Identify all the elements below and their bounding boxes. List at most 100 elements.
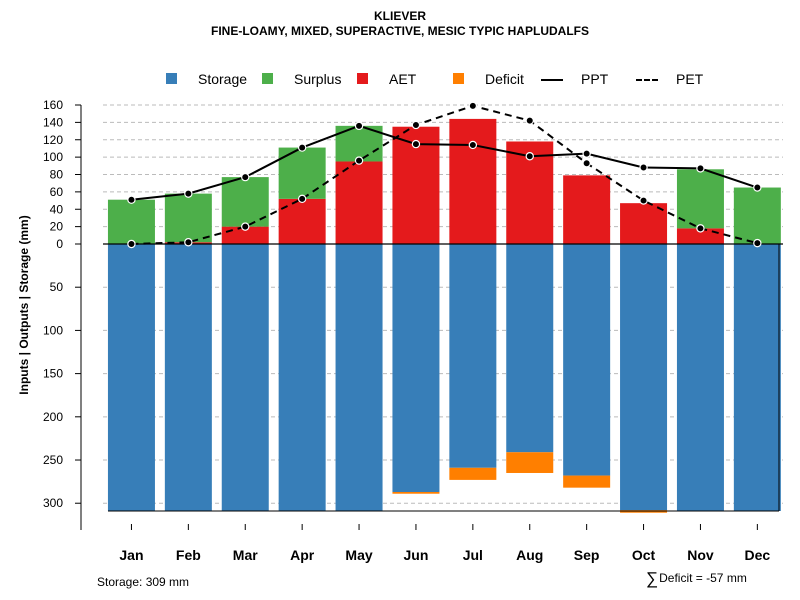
x-tick-label-jun: Jun — [404, 547, 429, 563]
ppt-point-jul — [468, 140, 478, 150]
surplus-bar-nov — [676, 169, 724, 229]
x-tick-label-jan: Jan — [119, 547, 143, 563]
deficit-note-text: Deficit = -57 mm — [659, 571, 747, 585]
storage-bar-jan — [107, 244, 155, 511]
legend-pet-line — [636, 79, 658, 81]
legend-ppt-line — [541, 79, 563, 81]
axes: 0 20 40 60 80 100 120 140 160 50 100 150 200 250 300 Ja… — [43, 98, 783, 563]
legend-aet-swatch — [357, 73, 368, 84]
axis-labels: Inputs | Outputs | Storage (mm) — [17, 215, 31, 394]
gridlines — [103, 104, 783, 504]
surplus-bar-feb — [164, 193, 212, 243]
ppt-point-aug — [525, 152, 534, 161]
legend-deficit-swatch — [453, 73, 464, 84]
deficit-bar-jun — [392, 491, 440, 494]
pet-point-dec — [753, 238, 762, 248]
storage-bar-dec — [733, 244, 781, 511]
y-tick-label: 40 — [50, 202, 64, 216]
chart-title: KLIEVER — [373, 9, 426, 23]
x-tick-label-nov: Nov — [687, 547, 714, 563]
storage-bar-sep — [563, 244, 611, 476]
ppt-point-may — [354, 121, 364, 131]
ppt-point-oct — [639, 163, 648, 172]
ppt-point-mar — [241, 172, 250, 182]
x-tick-label-mar: Mar — [233, 547, 258, 563]
deficit-note: ∑Deficit = -57 mm — [646, 569, 747, 589]
pet-point-mar — [241, 222, 250, 231]
x-tick-label-oct: Oct — [632, 547, 656, 563]
ppt-point-apr — [297, 143, 307, 152]
pet-point-jul — [468, 101, 478, 111]
storage-bar-nov — [676, 244, 724, 511]
x-tick-label-jul: Jul — [463, 547, 483, 563]
y-tick-label: 60 — [50, 185, 64, 199]
pet-point-jan — [127, 239, 136, 249]
pet-point-jun — [411, 120, 421, 130]
pet-point-sep — [582, 159, 591, 168]
pet-point-oct — [639, 196, 648, 205]
y-tick-label: 80 — [50, 168, 64, 182]
legend-surplus-label: Surplus — [294, 71, 342, 87]
legend-storage-label: Storage — [198, 71, 248, 87]
aet-bar-sep — [563, 175, 611, 244]
y-tick-label: 20 — [50, 220, 64, 234]
deficit-bar-jul — [449, 467, 497, 480]
y-tick-label: 200 — [43, 410, 63, 424]
ppt-point-sep — [582, 149, 591, 158]
aet-bar-jul — [449, 118, 497, 244]
x-tick-label-apr: Apr — [290, 547, 315, 563]
y-tick-label: 150 — [43, 367, 63, 381]
storage-bar-mar — [221, 244, 269, 511]
aet-bar-may — [335, 161, 383, 244]
x-tick-label-dec: Dec — [745, 547, 771, 563]
surplus-bar-jan — [107, 199, 155, 244]
legend-surplus-swatch — [262, 73, 273, 84]
deficit-bar-sep — [563, 475, 611, 488]
y-tick-label: 300 — [43, 496, 63, 510]
y-tick-label: 0 — [56, 237, 63, 251]
ppt-point-feb — [184, 189, 193, 198]
x-tick-label-may: May — [345, 547, 372, 563]
pet-point-aug — [525, 116, 534, 125]
ppt-point-dec — [753, 183, 762, 192]
aet-bar-oct — [620, 203, 668, 244]
storage-bar-apr — [278, 244, 326, 511]
sigma-symbol: ∑ — [646, 569, 659, 588]
legend-aet-label: AET — [389, 71, 417, 87]
surplus-bar-dec — [733, 187, 781, 244]
y-tick-label: 250 — [43, 453, 63, 467]
y-axis-label: Inputs | Outputs | Storage (mm) — [17, 215, 31, 394]
x-tick-label-feb: Feb — [176, 547, 201, 563]
chart-subtitle: FINE-LOAMY, MIXED, SUPERACTIVE, MESIC TY… — [210, 24, 590, 38]
storage-bar-oct — [620, 244, 668, 511]
bars — [107, 118, 781, 513]
aet-bar-mar — [221, 226, 269, 244]
pet-point-feb — [184, 238, 193, 247]
series-lines — [127, 101, 762, 249]
ppt-point-jan — [127, 195, 136, 204]
y-tick-label: 120 — [43, 133, 63, 147]
legend-pet-label: PET — [676, 71, 704, 87]
legend-storage-swatch — [166, 73, 177, 84]
pet-point-nov — [696, 224, 705, 233]
y-tick-label: 50 — [50, 280, 64, 294]
storage-bar-feb — [164, 244, 212, 511]
ppt-line — [131, 124, 758, 201]
storage-note: Storage: 309 mm — [97, 575, 190, 589]
ppt-point-jun — [411, 139, 421, 149]
y-tick-label: 160 — [43, 98, 63, 112]
x-tick-label-aug: Aug — [516, 547, 543, 563]
y-tick-label: 140 — [43, 115, 63, 129]
storage-bar-jul — [449, 244, 497, 468]
storage-bar-aug — [506, 244, 554, 453]
ppt-point-nov — [696, 164, 705, 173]
y-tick-label: 100 — [43, 323, 63, 337]
aet-bar-apr — [278, 198, 326, 244]
pet-point-apr — [297, 194, 307, 204]
storage-bar-may — [335, 244, 383, 511]
legend: Storage Surplus AET Deficit PPT PET — [0, 70, 800, 90]
pet-point-may — [354, 156, 364, 165]
storage-bar-jun — [392, 244, 440, 492]
legend-deficit-label: Deficit — [485, 71, 524, 87]
